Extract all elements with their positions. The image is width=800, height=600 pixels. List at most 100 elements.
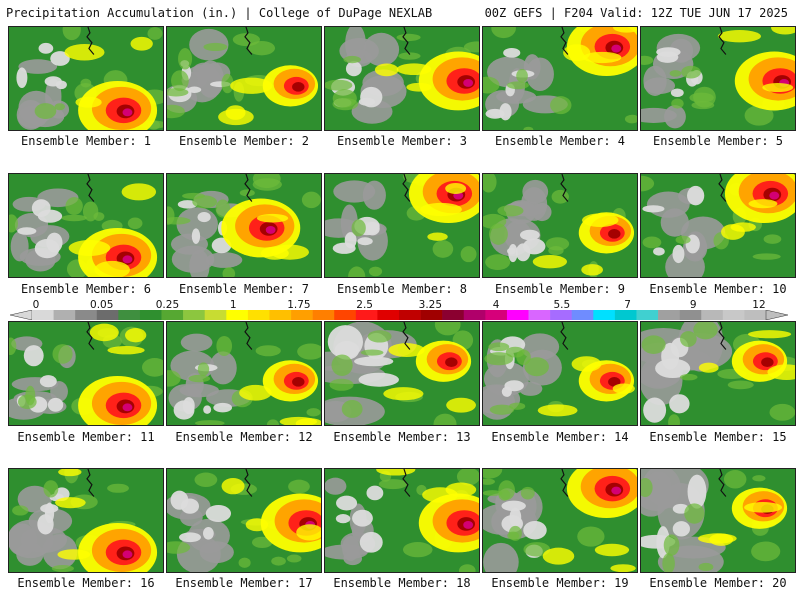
colorbar-swatch <box>744 310 767 320</box>
colorbar-swatch <box>183 310 206 320</box>
ensemble-member-map <box>8 26 164 131</box>
ensemble-member-caption: Ensemble Member: 11 <box>17 430 155 444</box>
ensemble-member-caption: Ensemble Member: 3 <box>336 134 468 148</box>
precip-field <box>325 174 479 277</box>
colorbar-swatch <box>463 310 486 320</box>
ensemble-member-map <box>482 26 638 131</box>
colorbar-swatch <box>658 310 680 320</box>
colorbar-swatch <box>442 310 465 320</box>
colorbar-tick-label: 0.05 <box>90 299 114 311</box>
colorbar-swatch <box>571 310 594 320</box>
ensemble-member-caption: Ensemble Member: 8 <box>336 282 468 296</box>
colorbar-swatch <box>32 310 54 320</box>
colorbar-swatch <box>355 310 378 320</box>
colorbar-swatch <box>204 310 227 320</box>
colorbar-swatch <box>334 310 357 320</box>
ensemble-member-map <box>640 173 796 278</box>
ensemble-member-map <box>8 468 164 573</box>
precip-field <box>167 27 321 130</box>
colorbar-swatch <box>420 310 443 320</box>
colorbar-swatch <box>485 310 508 320</box>
precip-field <box>483 174 637 277</box>
model-run-valid-time: 00Z GEFS | F204 Valid: 12Z TUE JUN 17 20… <box>484 6 788 20</box>
ensemble-member-caption: Ensemble Member: 16 <box>17 576 155 590</box>
ensemble-member-map <box>482 321 638 426</box>
map-header: Precipitation Accumulation (in.) | Colle… <box>0 0 800 24</box>
ensemble-member-map <box>324 468 480 573</box>
colorbar-swatch <box>161 310 184 320</box>
colorbar-swatch <box>226 310 249 320</box>
precip-field <box>9 322 163 425</box>
precip-field <box>641 174 795 277</box>
ensemble-member-caption: Ensemble Member: 13 <box>333 430 471 444</box>
product-title: Precipitation Accumulation (in.) | Colle… <box>6 6 433 20</box>
ensemble-member-caption: Ensemble Member: 9 <box>494 282 626 296</box>
colorbar-tick-label: 1.75 <box>287 299 311 311</box>
colorbar-tick-label: 9 <box>689 299 697 311</box>
ensemble-member-caption: Ensemble Member: 2 <box>178 134 310 148</box>
precip-colorbar: 0 0.05 0.25 1 1.75 2.5 3.25 4 5.5 7 9 12 <box>10 299 788 321</box>
colorbar-tick-label: 5.5 <box>553 299 571 311</box>
colorbar-swatch <box>636 310 659 320</box>
ensemble-member-map <box>8 173 164 278</box>
colorbar-tick-label: 0.25 <box>155 299 180 311</box>
ensemble-member-map <box>324 173 480 278</box>
ensemble-member-map <box>324 321 480 426</box>
ensemble-member-map <box>166 26 322 131</box>
ensemble-member-caption: Ensemble Member: 1 <box>20 134 152 148</box>
precip-field <box>325 469 479 572</box>
colorbar-swatch <box>269 310 292 320</box>
colorbar-swatch <box>139 310 162 320</box>
colorbar-tick-label: 0 <box>32 299 40 311</box>
ensemble-member-caption: Ensemble Member: 14 <box>491 430 629 444</box>
colorbar-scale <box>10 310 788 320</box>
colorbar-swatch <box>53 310 76 320</box>
colorbar-swatch <box>614 310 637 320</box>
ensemble-member-caption: Ensemble Member: 6 <box>20 282 152 296</box>
colorbar-tick-labels: 0 0.05 0.25 1 1.75 2.5 3.25 4 5.5 7 9 12 <box>10 299 788 311</box>
ensemble-member-caption: Ensemble Member: 20 <box>649 576 787 590</box>
ensemble-member-caption: Ensemble Member: 4 <box>494 134 626 148</box>
ensemble-member-caption: Ensemble Member: 19 <box>491 576 629 590</box>
colorbar-swatch <box>75 310 98 320</box>
colorbar-swatch <box>679 310 702 320</box>
ensemble-member-map <box>8 321 164 426</box>
colorbar-swatch <box>528 310 551 320</box>
colorbar-arrow-right <box>765 310 788 320</box>
precip-field <box>9 469 163 572</box>
precip-field <box>9 27 163 130</box>
colorbar-swatch <box>377 310 400 320</box>
precip-field <box>9 174 163 277</box>
colorbar-swatch <box>593 310 616 320</box>
ensemble-member-caption: Ensemble Member: 7 <box>178 282 310 296</box>
precip-field <box>641 27 795 130</box>
precip-field <box>167 322 321 425</box>
precip-field <box>325 27 479 130</box>
colorbar-arrow-left <box>10 310 33 320</box>
colorbar-swatch <box>247 310 270 320</box>
precip-field <box>325 322 479 425</box>
colorbar-tick-label: 3.25 <box>418 299 443 311</box>
precip-field <box>483 469 637 572</box>
colorbar-tick-label: 2.5 <box>356 299 373 311</box>
colorbar-swatch <box>118 310 141 320</box>
ensemble-member-caption: Ensemble Member: 5 <box>652 134 784 148</box>
ensemble-member-map <box>166 321 322 426</box>
ensemble-member-map <box>166 173 322 278</box>
ensemble-member-map <box>640 26 796 131</box>
colorbar-swatch <box>506 310 529 320</box>
ensemble-member-caption: Ensemble Member: 12 <box>175 430 313 444</box>
colorbar-swatch <box>291 310 313 320</box>
ensemble-member-caption: Ensemble Member: 18 <box>333 576 471 590</box>
ensemble-member-map <box>166 468 322 573</box>
colorbar-swatch <box>550 310 573 320</box>
ensemble-member-caption: Ensemble Member: 17 <box>175 576 313 590</box>
precip-field <box>483 27 637 130</box>
ensemble-member-map <box>482 468 638 573</box>
precip-field <box>167 174 321 277</box>
colorbar-swatch <box>722 310 745 320</box>
colorbar-swatch <box>312 310 335 320</box>
colorbar-tick-label: 1 <box>229 299 237 311</box>
colorbar-swatch <box>96 310 119 320</box>
ensemble-member-caption: Ensemble Member: 15 <box>649 430 787 444</box>
